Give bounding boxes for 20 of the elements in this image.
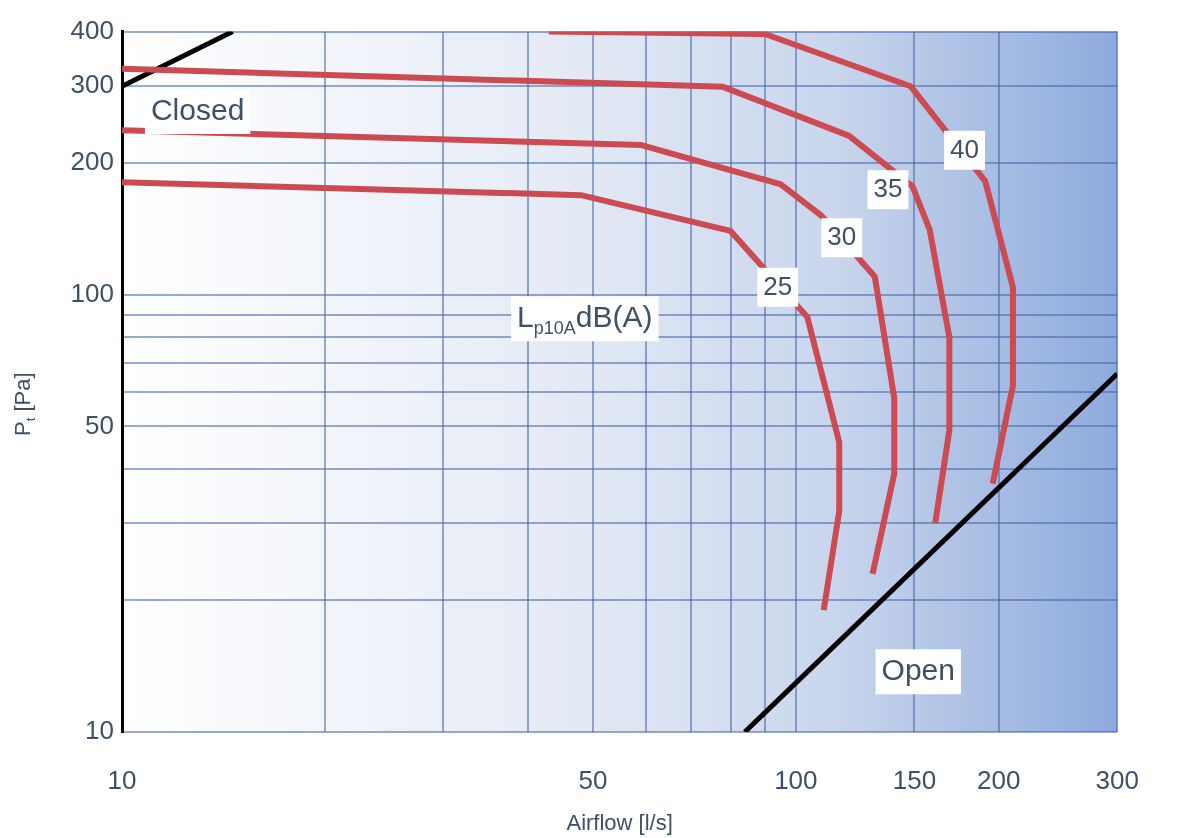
x-tick-label: 150 bbox=[892, 764, 937, 795]
annotation: 35 bbox=[873, 172, 903, 203]
annotation: Open bbox=[881, 653, 955, 687]
x-axis-title: Airflow [l/s] bbox=[566, 810, 673, 836]
x-tick-label: 300 bbox=[1095, 764, 1140, 795]
y-tick-label: 50 bbox=[85, 409, 114, 440]
x-tick-label: 10 bbox=[107, 764, 137, 795]
y-tick-label: 10 bbox=[85, 715, 114, 746]
annotation: Closed bbox=[150, 92, 245, 126]
x-tick-label: 200 bbox=[976, 764, 1021, 795]
x-tick-label: 50 bbox=[578, 764, 608, 795]
annotation: 25 bbox=[763, 270, 793, 301]
annotation: 40 bbox=[950, 133, 980, 164]
y-tick-label: 300 bbox=[70, 69, 114, 100]
annotation: 30 bbox=[827, 221, 857, 251]
y-axis-title: Pt [Pa] bbox=[10, 372, 39, 437]
x-tick-label: 100 bbox=[774, 764, 818, 795]
y-tick-label: 400 bbox=[70, 14, 114, 45]
y-tick-label: 200 bbox=[70, 146, 114, 177]
y-tick-label: 100 bbox=[70, 277, 114, 308]
